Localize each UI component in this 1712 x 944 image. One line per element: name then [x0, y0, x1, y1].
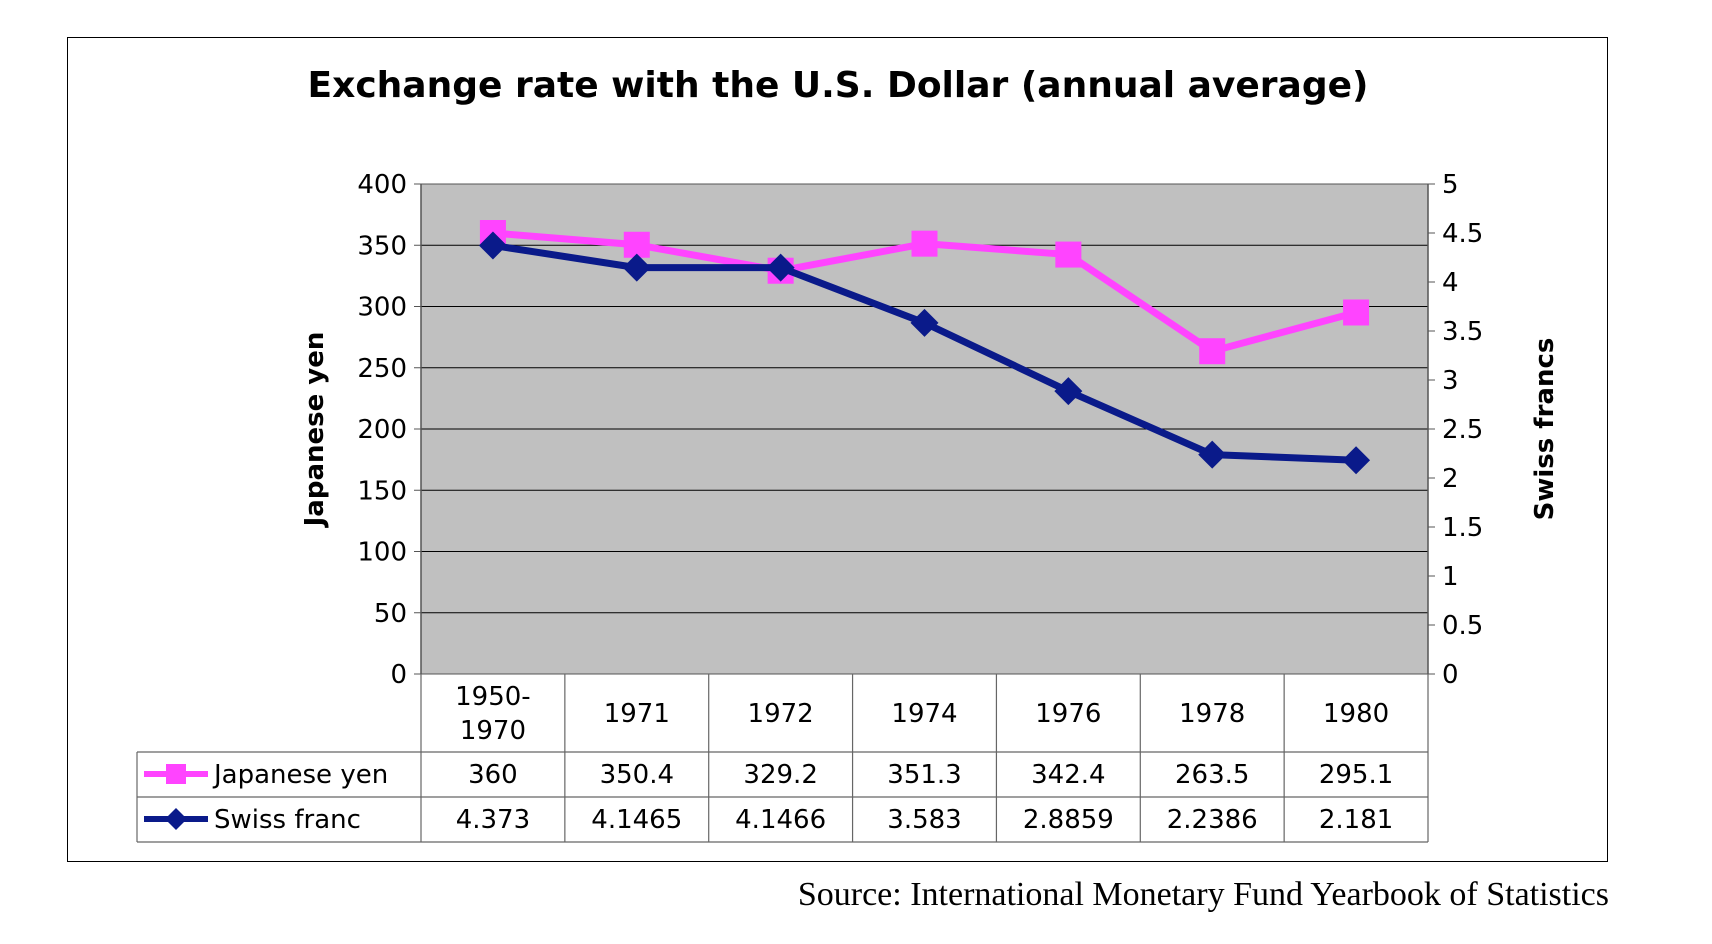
data-point-marker: [623, 231, 650, 258]
right-axis-label: Swiss francs: [1530, 338, 1560, 521]
right-tick-label: 1: [1442, 562, 1459, 592]
source-note: Source: International Monetary Fund Year…: [797, 876, 1609, 913]
right-tick-label: 3: [1442, 366, 1459, 396]
table-value: 351.3: [887, 760, 961, 790]
chart-svg: Exchange rate with the U.S. Dollar (annu…: [136, 65, 1560, 843]
category-label: 1978: [1179, 699, 1245, 729]
left-axis-label: Japanese yen: [300, 332, 330, 529]
left-tick-label: 50: [374, 599, 407, 629]
table-value: 360: [468, 760, 518, 790]
left-tick-label: 250: [357, 354, 407, 384]
data-point-marker: [911, 230, 938, 257]
legend-key-marker: [166, 764, 186, 784]
category-label: 1971: [604, 699, 670, 729]
data-point-marker: [1054, 377, 1083, 406]
table-value: 342.4: [1031, 760, 1105, 790]
category-label: 1970: [460, 716, 526, 746]
right-tick-label: 1.5: [1442, 513, 1483, 543]
table-value: 263.5: [1175, 760, 1249, 790]
left-tick-label: 400: [357, 170, 407, 200]
table-value: 4.373: [456, 805, 530, 835]
data-point-marker: [478, 231, 507, 260]
right-tick-label: 4: [1442, 268, 1459, 298]
data-point-marker: [1342, 446, 1371, 475]
table-value: 4.1466: [735, 805, 826, 835]
left-tick-label: 150: [357, 476, 407, 506]
category-label: 1972: [748, 699, 814, 729]
right-tick-label: 5: [1442, 170, 1459, 200]
table-value: 3.583: [887, 805, 961, 835]
legend-key-marker: [165, 808, 187, 830]
right-tick-label: 3.5: [1442, 317, 1483, 347]
category-label: 1976: [1035, 699, 1101, 729]
category-label: 1980: [1323, 699, 1389, 729]
table-value: 2.181: [1319, 805, 1393, 835]
table-value: 4.1465: [591, 805, 682, 835]
left-tick-label: 0: [390, 660, 407, 690]
left-tick-label: 300: [357, 293, 407, 323]
right-tick-label: 0.5: [1442, 611, 1483, 641]
data-point-marker: [1198, 440, 1227, 469]
category-label: 1974: [891, 699, 957, 729]
table-value: 2.8859: [1023, 805, 1114, 835]
table-value: 329.2: [743, 760, 817, 790]
right-tick-label: 0: [1442, 660, 1459, 690]
data-point-marker: [622, 253, 651, 282]
table-value: 2.2386: [1167, 805, 1258, 835]
right-tick-label: 2: [1442, 464, 1459, 494]
category-label: 1950-: [455, 682, 531, 712]
table-value: 350.4: [600, 760, 674, 790]
data-point-marker: [910, 308, 939, 337]
right-tick-label: 2.5: [1442, 415, 1483, 445]
right-tick-label: 4.5: [1442, 219, 1483, 249]
data-point-marker: [1199, 338, 1226, 365]
data-point-marker: [1055, 241, 1082, 268]
legend-label: Japanese yen: [212, 760, 388, 790]
data-point-marker: [1343, 299, 1370, 326]
chart-title: Exchange rate with the U.S. Dollar (annu…: [308, 65, 1369, 106]
legend-label: Swiss franc: [214, 805, 361, 835]
left-tick-label: 200: [357, 415, 407, 445]
left-tick-label: 350: [357, 231, 407, 261]
table-value: 295.1: [1319, 760, 1393, 790]
left-tick-label: 100: [357, 538, 407, 568]
chart-frame: Exchange rate with the U.S. Dollar (annu…: [67, 37, 1608, 862]
